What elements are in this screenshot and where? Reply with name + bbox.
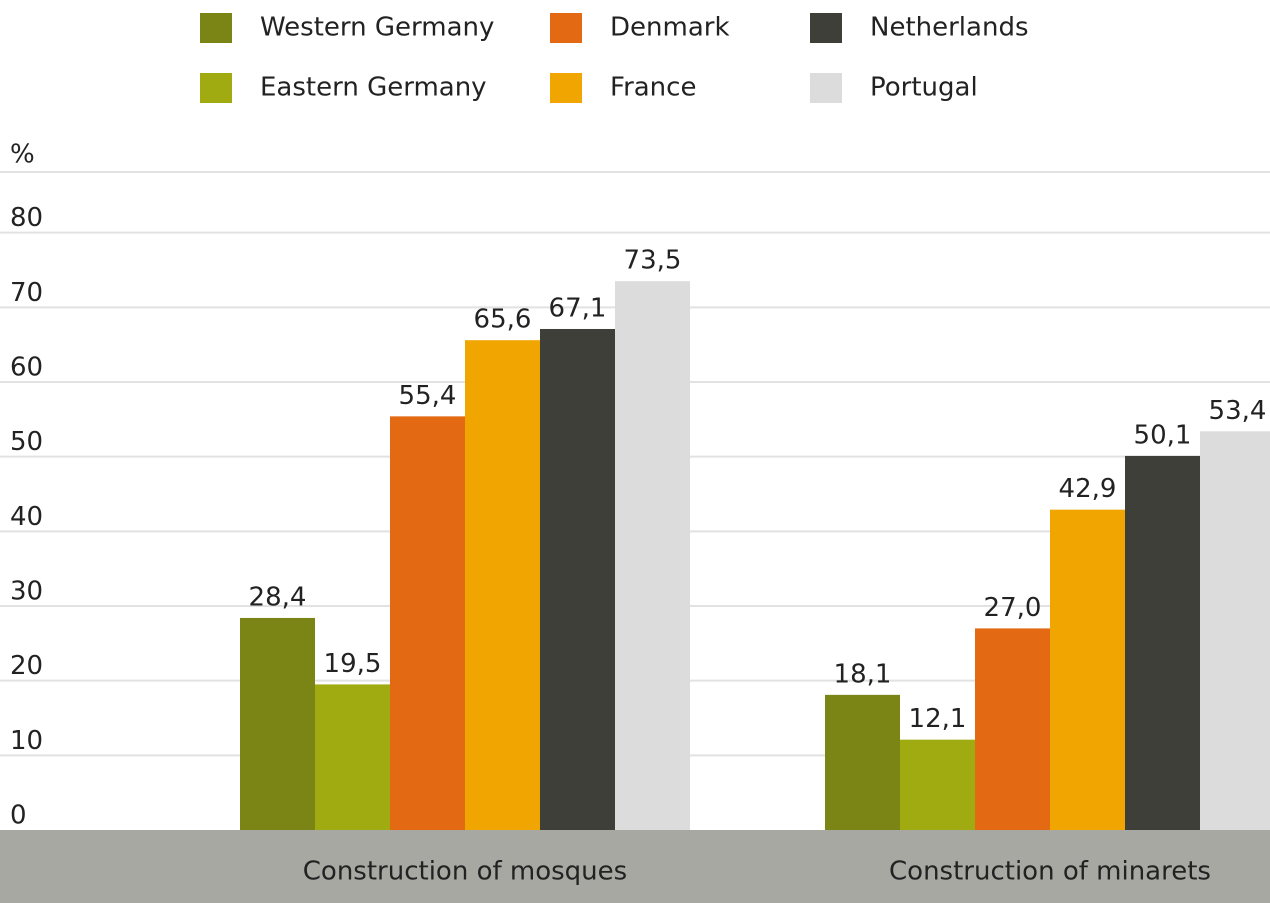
value-label: 73,5	[624, 246, 682, 276]
value-label: 55,4	[399, 381, 457, 411]
legend-label: Netherlands	[870, 13, 1029, 43]
legend-swatch	[810, 73, 842, 103]
bar	[240, 617, 315, 830]
legend-label: Denmark	[610, 13, 730, 43]
bar	[615, 281, 690, 830]
y-axis-label: %	[10, 140, 35, 170]
legend-label: Eastern Germany	[260, 73, 487, 103]
category-band	[0, 830, 1270, 903]
value-label: 28,4	[249, 582, 307, 612]
value-label: 50,1	[1134, 420, 1192, 450]
y-tick-label: 50	[10, 427, 43, 457]
legend-label: Portugal	[870, 73, 978, 103]
x-tick-label: Construction of minarets	[889, 857, 1211, 887]
legend-swatch	[550, 73, 582, 103]
value-label: 27,0	[984, 593, 1042, 623]
bar	[315, 684, 390, 830]
value-label: 19,5	[324, 649, 382, 679]
y-tick-label: 10	[10, 726, 43, 756]
bar	[1200, 431, 1270, 830]
x-tick-label: Construction of mosques	[303, 857, 627, 887]
y-tick-label: 80	[10, 203, 43, 233]
y-tick-label: 60	[10, 353, 43, 383]
legend-label: Western Germany	[260, 13, 494, 43]
bar	[1125, 455, 1200, 830]
legend-swatch	[550, 13, 582, 43]
y-tick-label: 30	[10, 577, 43, 607]
value-label: 12,1	[909, 704, 967, 734]
y-tick-label: 40	[10, 502, 43, 532]
legend-label: France	[610, 73, 696, 103]
bar	[975, 628, 1050, 830]
bar	[825, 694, 900, 830]
y-tick-label: 20	[10, 651, 43, 681]
bar	[465, 340, 540, 830]
value-label: 53,4	[1209, 396, 1267, 426]
legend-swatch	[200, 73, 232, 103]
value-label: 18,1	[834, 659, 892, 689]
y-tick-label: 70	[10, 278, 43, 308]
value-label: 67,1	[549, 293, 607, 323]
value-label: 65,6	[474, 305, 532, 335]
y-tick-label: 0	[10, 801, 27, 831]
legend-swatch	[810, 13, 842, 43]
bar	[1050, 509, 1125, 830]
value-label: 42,9	[1059, 474, 1117, 504]
bar	[390, 416, 465, 830]
bar	[540, 328, 615, 830]
bar	[900, 739, 975, 830]
legend-swatch	[200, 13, 232, 43]
